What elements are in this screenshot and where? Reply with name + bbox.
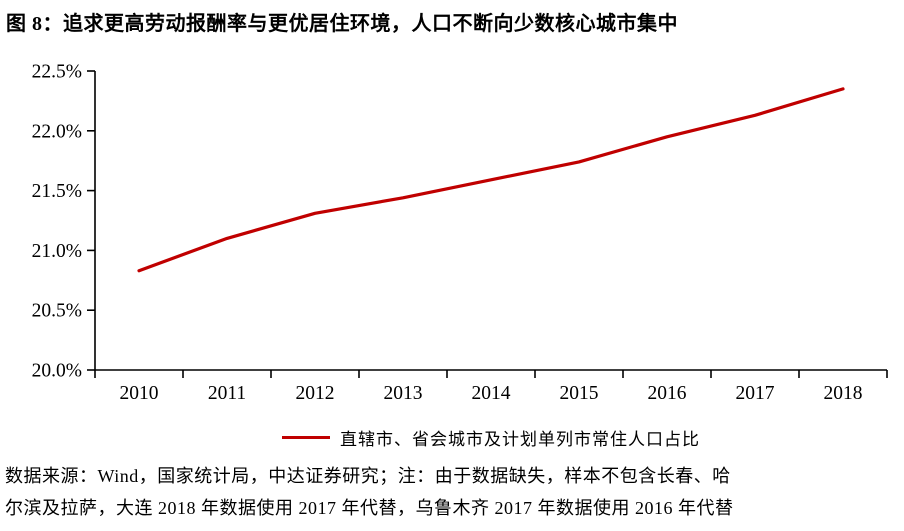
legend-label: 直辖市、省会城市及计划单列市常住人口占比	[340, 429, 700, 449]
source-note: 数据来源：Wind，国家统计局，中达证券研究；注：由于数据缺失，样本不包含长春、…	[5, 460, 899, 524]
line-chart: 20.0% 20.5% 21.0% 21.5% 22.0% 22.5% 2010 2011 20…	[32, 62, 888, 404]
y-tick-label: 21.0%	[32, 241, 82, 262]
chart-title: 图 8：追求更高劳动报酬率与更优居住环境，人口不断向少数核心城市集中	[6, 13, 678, 35]
chart-legend: 直辖市、省会城市及计划单列市常住人口占比	[95, 423, 887, 451]
y-tick-label: 22.5%	[32, 62, 82, 83]
data-line	[137, 87, 845, 273]
x-tick-label: 2011	[208, 383, 246, 404]
x-tick-label: 2016	[648, 383, 687, 404]
y-tick-label: 21.5%	[32, 181, 82, 202]
y-tick-label: 22.0%	[32, 121, 82, 142]
x-tick-label: 2018	[824, 383, 863, 404]
legend-line-swatch	[282, 435, 330, 439]
x-tick-label: 2014	[472, 383, 511, 404]
x-tick-label: 2012	[296, 383, 335, 404]
x-tick-label: 2017	[736, 383, 775, 404]
axes-spines	[94, 71, 887, 371]
source-note-line2: 尔滨及拉萨，大连 2018 年数据使用 2017 年代替，乌鲁木齐 2017 年…	[5, 498, 734, 518]
y-tick-label: 20.5%	[32, 301, 82, 322]
x-tick-label: 2013	[384, 383, 423, 404]
x-tick-label: 2015	[560, 383, 599, 404]
y-tick-label: 20.0%	[32, 361, 82, 382]
source-note-line1: 数据来源：Wind，国家统计局，中达证券研究；注：由于数据缺失，样本不包含长春、…	[5, 466, 731, 486]
x-tick-label: 2010	[120, 383, 159, 404]
